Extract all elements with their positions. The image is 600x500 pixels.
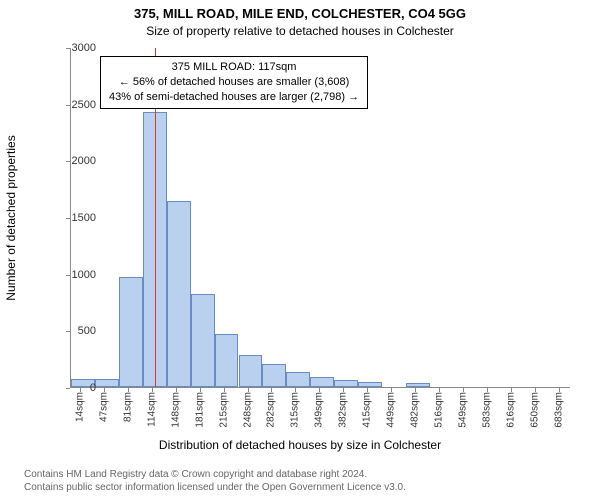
bar — [191, 294, 215, 387]
bar — [358, 382, 382, 387]
x-tick-label: 14sqm — [75, 392, 86, 422]
y-tick-label: 1500 — [46, 212, 96, 224]
x-tick-label: 382sqm — [338, 392, 349, 428]
x-tick-label: 583sqm — [481, 392, 492, 428]
info-line-3: 43% of semi-detached houses are larger (… — [109, 90, 359, 105]
y-tick-mark — [66, 105, 70, 106]
info-line-2: ← 56% of detached houses are smaller (3,… — [109, 75, 359, 90]
info-line-1: 375 MILL ROAD: 117sqm — [109, 60, 359, 75]
footer-line-1: Contains HM Land Registry data © Crown c… — [24, 469, 406, 482]
bar — [406, 383, 430, 387]
y-tick-mark — [66, 48, 70, 49]
footer-attribution: Contains HM Land Registry data © Crown c… — [24, 469, 406, 494]
x-tick-label: 248sqm — [242, 392, 253, 428]
property-size-histogram: 375, MILL ROAD, MILE END, COLCHESTER, CO… — [0, 0, 600, 500]
y-tick-label: 2000 — [46, 155, 96, 167]
x-tick-label: 549sqm — [457, 392, 468, 428]
x-tick-label: 81sqm — [122, 392, 133, 422]
x-tick-label: 114sqm — [146, 392, 157, 427]
y-tick-mark — [66, 275, 70, 276]
y-axis-label: Number of detached properties — [4, 135, 18, 300]
x-tick-label: 683sqm — [553, 392, 564, 428]
bar — [167, 201, 191, 387]
x-tick-label: 181sqm — [194, 392, 205, 428]
x-tick-label: 516sqm — [433, 392, 444, 428]
x-tick-label: 482sqm — [410, 392, 421, 428]
footer-line-2: Contains public sector information licen… — [24, 482, 406, 495]
x-tick-label: 47sqm — [98, 392, 109, 422]
x-tick-label: 282sqm — [266, 392, 277, 428]
y-tick-mark — [66, 331, 70, 332]
bar — [334, 380, 358, 387]
y-tick-label: 0 — [46, 382, 96, 394]
y-tick-label: 2500 — [46, 99, 96, 111]
bar — [95, 379, 119, 387]
y-tick-mark — [66, 388, 70, 389]
x-tick-label: 650sqm — [529, 392, 540, 428]
y-tick-label: 500 — [46, 325, 96, 337]
chart-title-sub: Size of property relative to detached ho… — [0, 24, 600, 38]
x-tick-label: 449sqm — [386, 392, 397, 428]
y-tick-mark — [66, 218, 70, 219]
x-tick-label: 148sqm — [170, 392, 181, 428]
bar — [286, 372, 310, 387]
bar — [119, 277, 143, 387]
bar — [239, 355, 263, 387]
x-tick-label: 616sqm — [505, 392, 516, 428]
chart-title-main: 375, MILL ROAD, MILE END, COLCHESTER, CO… — [0, 6, 600, 21]
y-tick-label: 1000 — [46, 269, 96, 281]
y-tick-label: 3000 — [46, 42, 96, 54]
bar — [215, 334, 239, 387]
x-tick-label: 215sqm — [218, 392, 229, 428]
x-axis-label: Distribution of detached houses by size … — [0, 438, 600, 452]
bar — [262, 364, 286, 387]
info-box: 375 MILL ROAD: 117sqm ← 56% of detached … — [100, 56, 368, 109]
x-tick-label: 415sqm — [362, 392, 373, 428]
x-tick-label: 349sqm — [314, 392, 325, 428]
y-tick-mark — [66, 161, 70, 162]
x-tick-label: 315sqm — [290, 392, 301, 428]
bar — [310, 377, 334, 387]
